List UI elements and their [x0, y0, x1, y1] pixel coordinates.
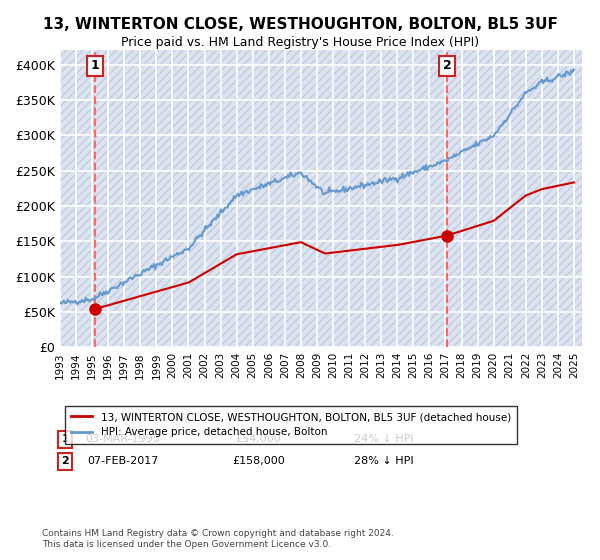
13, WINTERTON CLOSE, WESTHOUGHTON, BOLTON, BL5 3UF (detached house) [224, 256, 231, 263]
13, WINTERTON CLOSE, WESTHOUGHTON, BOLTON, BL5 3UF (detached house) [427, 235, 434, 242]
HPI: Average price, detached house, Bolton: (2e+03, 8.76e+04): Average price, detached house, Bolton: (… [119, 282, 127, 288]
Text: 13, WINTERTON CLOSE, WESTHOUGHTON, BOLTON, BL5 3UF: 13, WINTERTON CLOSE, WESTHOUGHTON, BOLTO… [43, 17, 557, 32]
13, WINTERTON CLOSE, WESTHOUGHTON, BOLTON, BL5 3UF (detached house) [118, 298, 125, 305]
Text: 2: 2 [61, 456, 69, 466]
Text: 1: 1 [91, 59, 99, 72]
HPI: Average price, detached house, Bolton: (2.02e+03, 2.57e+05): Average price, detached house, Bolton: (… [431, 162, 439, 169]
Text: 03-MAR-1995: 03-MAR-1995 [85, 434, 160, 444]
13, WINTERTON CLOSE, WESTHOUGHTON, BOLTON, BL5 3UF (detached house) [260, 246, 267, 253]
Text: 28% ↓ HPI: 28% ↓ HPI [354, 456, 413, 466]
HPI: Average price, detached house, Bolton: (2.01e+03, 2.4e+05): Average price, detached house, Bolton: (… [381, 174, 388, 181]
Text: 2: 2 [443, 59, 451, 72]
Text: 1: 1 [61, 434, 69, 444]
HPI: Average price, detached house, Bolton: (2.02e+03, 2.56e+05): Average price, detached house, Bolton: (… [428, 163, 436, 170]
13, WINTERTON CLOSE, WESTHOUGHTON, BOLTON, BL5 3UF (detached house) [380, 243, 387, 250]
Text: £54,000: £54,000 [235, 434, 281, 444]
Text: £158,000: £158,000 [232, 456, 285, 466]
HPI: Average price, detached house, Bolton: (1.99e+03, 6.13e+04): Average price, detached house, Bolton: (… [73, 301, 80, 307]
Text: 07-FEB-2017: 07-FEB-2017 [87, 456, 158, 466]
Text: Contains HM Land Registry data © Crown copyright and database right 2024.
This d: Contains HM Land Registry data © Crown c… [42, 529, 394, 549]
Line: HPI: Average price, detached house, Bolton: HPI: Average price, detached house, Bolt… [60, 69, 574, 304]
Legend: 13, WINTERTON CLOSE, WESTHOUGHTON, BOLTON, BL5 3UF (detached house), HPI: Averag: 13, WINTERTON CLOSE, WESTHOUGHTON, BOLTO… [65, 406, 517, 444]
HPI: Average price, detached house, Bolton: (2.02e+03, 3.93e+05): Average price, detached house, Bolton: (… [571, 66, 578, 73]
Text: Price paid vs. HM Land Registry's House Price Index (HPI): Price paid vs. HM Land Registry's House … [121, 36, 479, 49]
13, WINTERTON CLOSE, WESTHOUGHTON, BOLTON, BL5 3UF (detached house) [430, 235, 437, 241]
HPI: Average price, detached house, Bolton: (2e+03, 2.03e+05): Average price, detached house, Bolton: (… [225, 200, 232, 207]
Text: 24% ↓ HPI: 24% ↓ HPI [354, 434, 413, 444]
Line: 13, WINTERTON CLOSE, WESTHOUGHTON, BOLTON, BL5 3UF (detached house): 13, WINTERTON CLOSE, WESTHOUGHTON, BOLTO… [96, 183, 574, 309]
13, WINTERTON CLOSE, WESTHOUGHTON, BOLTON, BL5 3UF (detached house) [571, 179, 578, 186]
HPI: Average price, detached house, Bolton: (2.01e+03, 2.3e+05): Average price, detached house, Bolton: (… [261, 181, 268, 188]
HPI: Average price, detached house, Bolton: (1.99e+03, 6.3e+04): Average price, detached house, Bolton: (… [56, 300, 64, 306]
